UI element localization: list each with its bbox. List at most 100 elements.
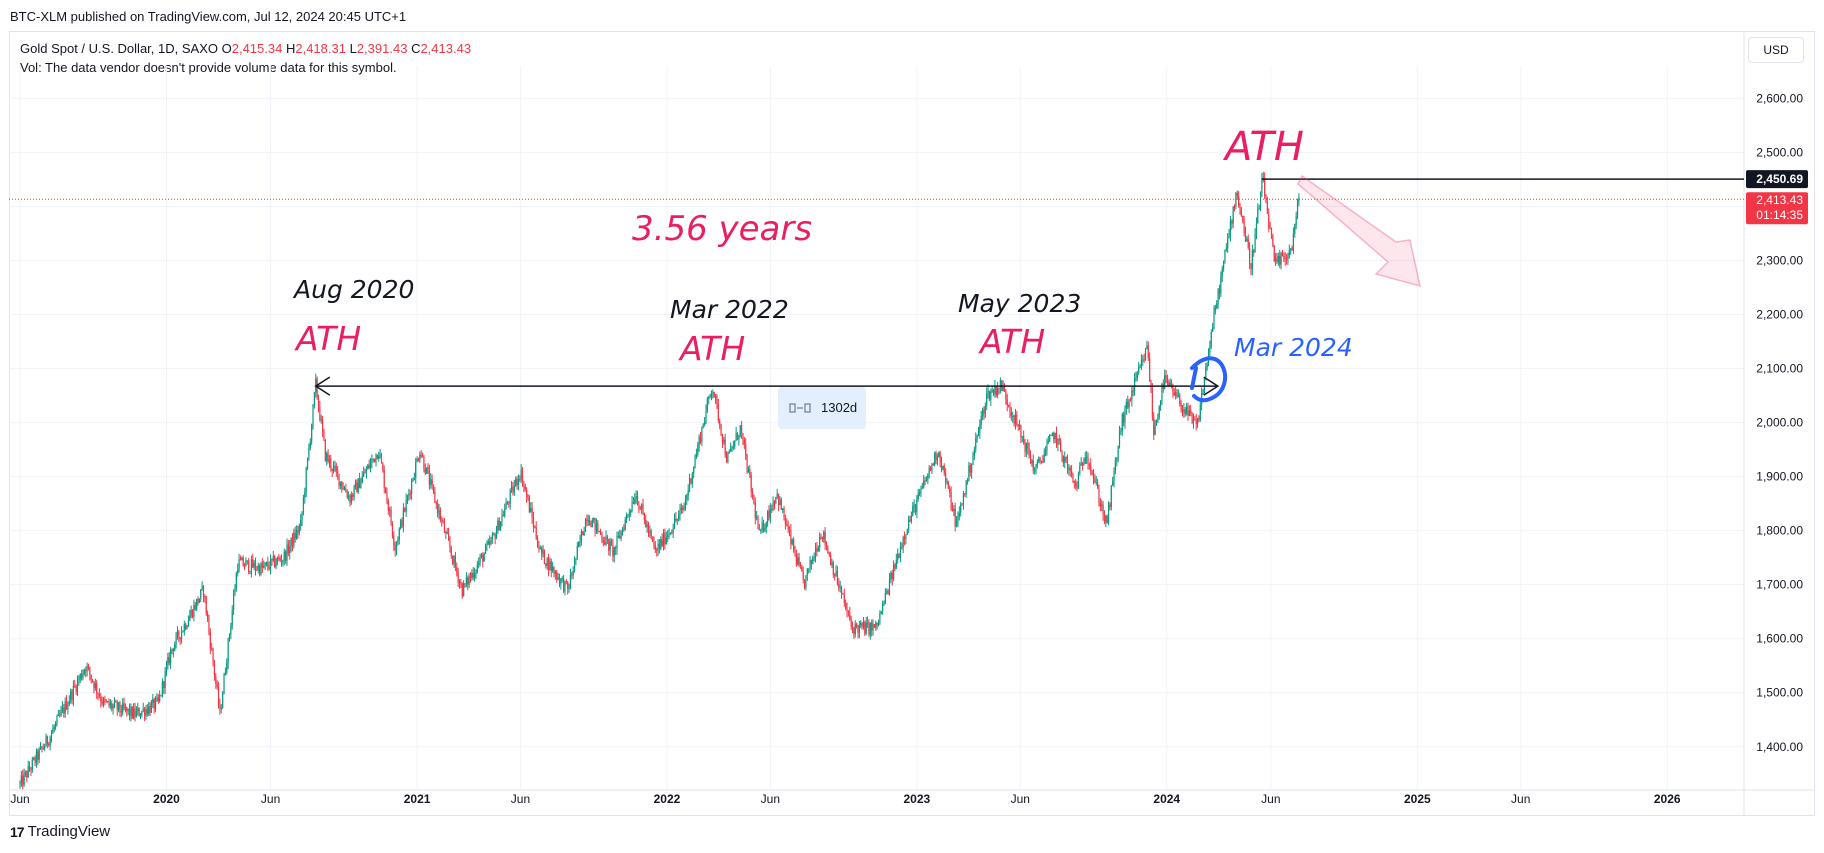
footer-branding[interactable]: 17 TradingView (10, 823, 110, 840)
candle-body (660, 539, 662, 549)
candle-body (1229, 221, 1232, 235)
candle-body (219, 704, 221, 709)
candlestick-series (19, 171, 1300, 790)
candle-body (892, 564, 895, 580)
candle-body (384, 487, 387, 494)
candle-body (319, 406, 321, 421)
x-tick-label: 2020 (153, 792, 180, 806)
candle-body (1257, 208, 1259, 224)
candle-body (1175, 392, 1177, 396)
candle-body (52, 728, 54, 734)
candle-body (912, 506, 914, 516)
candle-body (127, 708, 129, 711)
candle-body (515, 478, 517, 486)
candle-body (1239, 205, 1241, 211)
candle-body (323, 431, 325, 440)
candle-body (657, 544, 659, 551)
candle-body (122, 703, 124, 713)
candle-body (516, 478, 518, 485)
y-tick-label: 1,400.00 (1756, 740, 1803, 754)
candle-body (1281, 253, 1284, 256)
candle-body (1109, 504, 1111, 508)
candle-body (990, 391, 992, 400)
candle-body (306, 457, 309, 469)
candle-body (361, 476, 363, 483)
candle-body (595, 522, 598, 531)
candle-body (1057, 438, 1059, 445)
candle-body (743, 439, 745, 445)
candle-body (1107, 504, 1110, 523)
candle-body (560, 578, 562, 584)
candle-body (608, 538, 610, 551)
candle-body (617, 535, 619, 537)
candle-body (621, 528, 624, 532)
range-measure-label: 1302d (821, 400, 857, 415)
candle-body (230, 625, 232, 635)
candle-body (1154, 425, 1156, 435)
candle-body (604, 542, 606, 545)
symbol-name[interactable]: Gold Spot / U.S. Dollar, 1D, SAXO (20, 41, 218, 56)
candle-body (684, 499, 687, 507)
candle-body (734, 440, 736, 447)
candle-body (171, 648, 173, 651)
candle-body (971, 464, 973, 473)
candle-body (382, 463, 384, 471)
candle-body (1064, 457, 1066, 463)
candle-body (565, 580, 567, 582)
candle-body (405, 499, 407, 512)
candle-body (490, 539, 492, 545)
candle-body (406, 496, 409, 500)
candle-body (297, 530, 299, 533)
candle-body (880, 611, 882, 614)
candle-body (343, 488, 346, 490)
currency-button[interactable]: USD (1748, 37, 1804, 63)
candle-body (953, 508, 955, 512)
candle-body (353, 485, 355, 497)
candle-body (550, 561, 552, 571)
candle-body (641, 504, 643, 509)
candle-body (1192, 419, 1195, 423)
candle-body (883, 603, 885, 605)
candle-body (1136, 372, 1138, 379)
candle-body (539, 547, 541, 550)
candle-body (1217, 289, 1219, 304)
y-tick-label: 1,600.00 (1756, 632, 1803, 646)
candle-body (497, 520, 499, 532)
candle-body (578, 542, 580, 547)
candle-body (753, 495, 755, 503)
candle-body (186, 626, 188, 629)
candle-body (174, 644, 176, 652)
candle-body (794, 550, 796, 555)
candle-body (727, 453, 729, 463)
candle-body (478, 562, 480, 565)
candle-body (1083, 463, 1085, 465)
candle-body (416, 458, 418, 463)
candle-body (1016, 414, 1018, 425)
candle-body (927, 473, 929, 481)
candle-body (757, 517, 759, 530)
candle-body (688, 478, 691, 491)
candle-body (412, 479, 414, 481)
candle-body (672, 528, 674, 533)
candle-body (352, 494, 354, 497)
candle-body (735, 433, 737, 441)
candle-body (198, 598, 200, 603)
candle-body (1190, 410, 1192, 414)
candle-body (631, 502, 633, 511)
candle-body (1231, 221, 1233, 224)
candle-body (1238, 196, 1240, 206)
candle-body (200, 589, 202, 599)
candle-body (150, 702, 153, 713)
candle-body (283, 551, 285, 561)
candle-body (249, 571, 251, 573)
candle-body (966, 480, 969, 482)
candle-body (495, 531, 498, 539)
candle-body (63, 707, 65, 714)
candle-body (81, 673, 83, 678)
candle-body (724, 439, 726, 456)
candle-body (1098, 488, 1100, 504)
candle-body (738, 436, 740, 440)
candle-body (793, 539, 795, 551)
range-arrow-right-head (1203, 376, 1220, 396)
